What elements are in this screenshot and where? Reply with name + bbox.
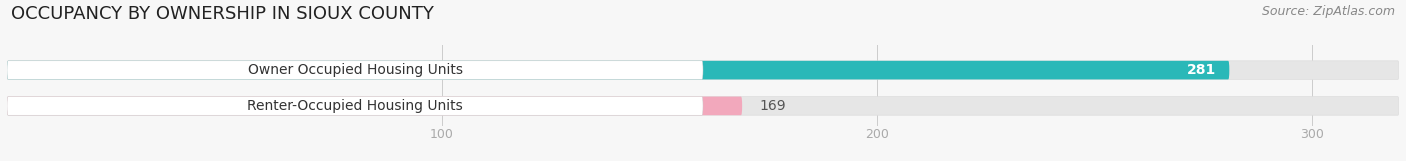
FancyBboxPatch shape xyxy=(7,61,1229,79)
Text: 169: 169 xyxy=(759,99,786,113)
Text: 281: 281 xyxy=(1187,63,1216,77)
Text: Source: ZipAtlas.com: Source: ZipAtlas.com xyxy=(1261,5,1395,18)
FancyBboxPatch shape xyxy=(7,61,1399,79)
FancyBboxPatch shape xyxy=(7,97,703,115)
FancyBboxPatch shape xyxy=(7,61,703,79)
Text: OCCUPANCY BY OWNERSHIP IN SIOUX COUNTY: OCCUPANCY BY OWNERSHIP IN SIOUX COUNTY xyxy=(11,5,434,23)
Text: Renter-Occupied Housing Units: Renter-Occupied Housing Units xyxy=(247,99,463,113)
Text: Owner Occupied Housing Units: Owner Occupied Housing Units xyxy=(247,63,463,77)
FancyBboxPatch shape xyxy=(7,97,1399,115)
FancyBboxPatch shape xyxy=(7,97,742,115)
